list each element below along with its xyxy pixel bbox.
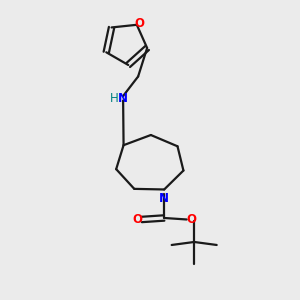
Text: O: O [187, 213, 196, 226]
Text: O: O [135, 17, 145, 30]
Text: O: O [132, 213, 142, 226]
Text: N: N [118, 92, 128, 106]
Text: N: N [159, 192, 169, 205]
Text: H: H [110, 92, 118, 106]
